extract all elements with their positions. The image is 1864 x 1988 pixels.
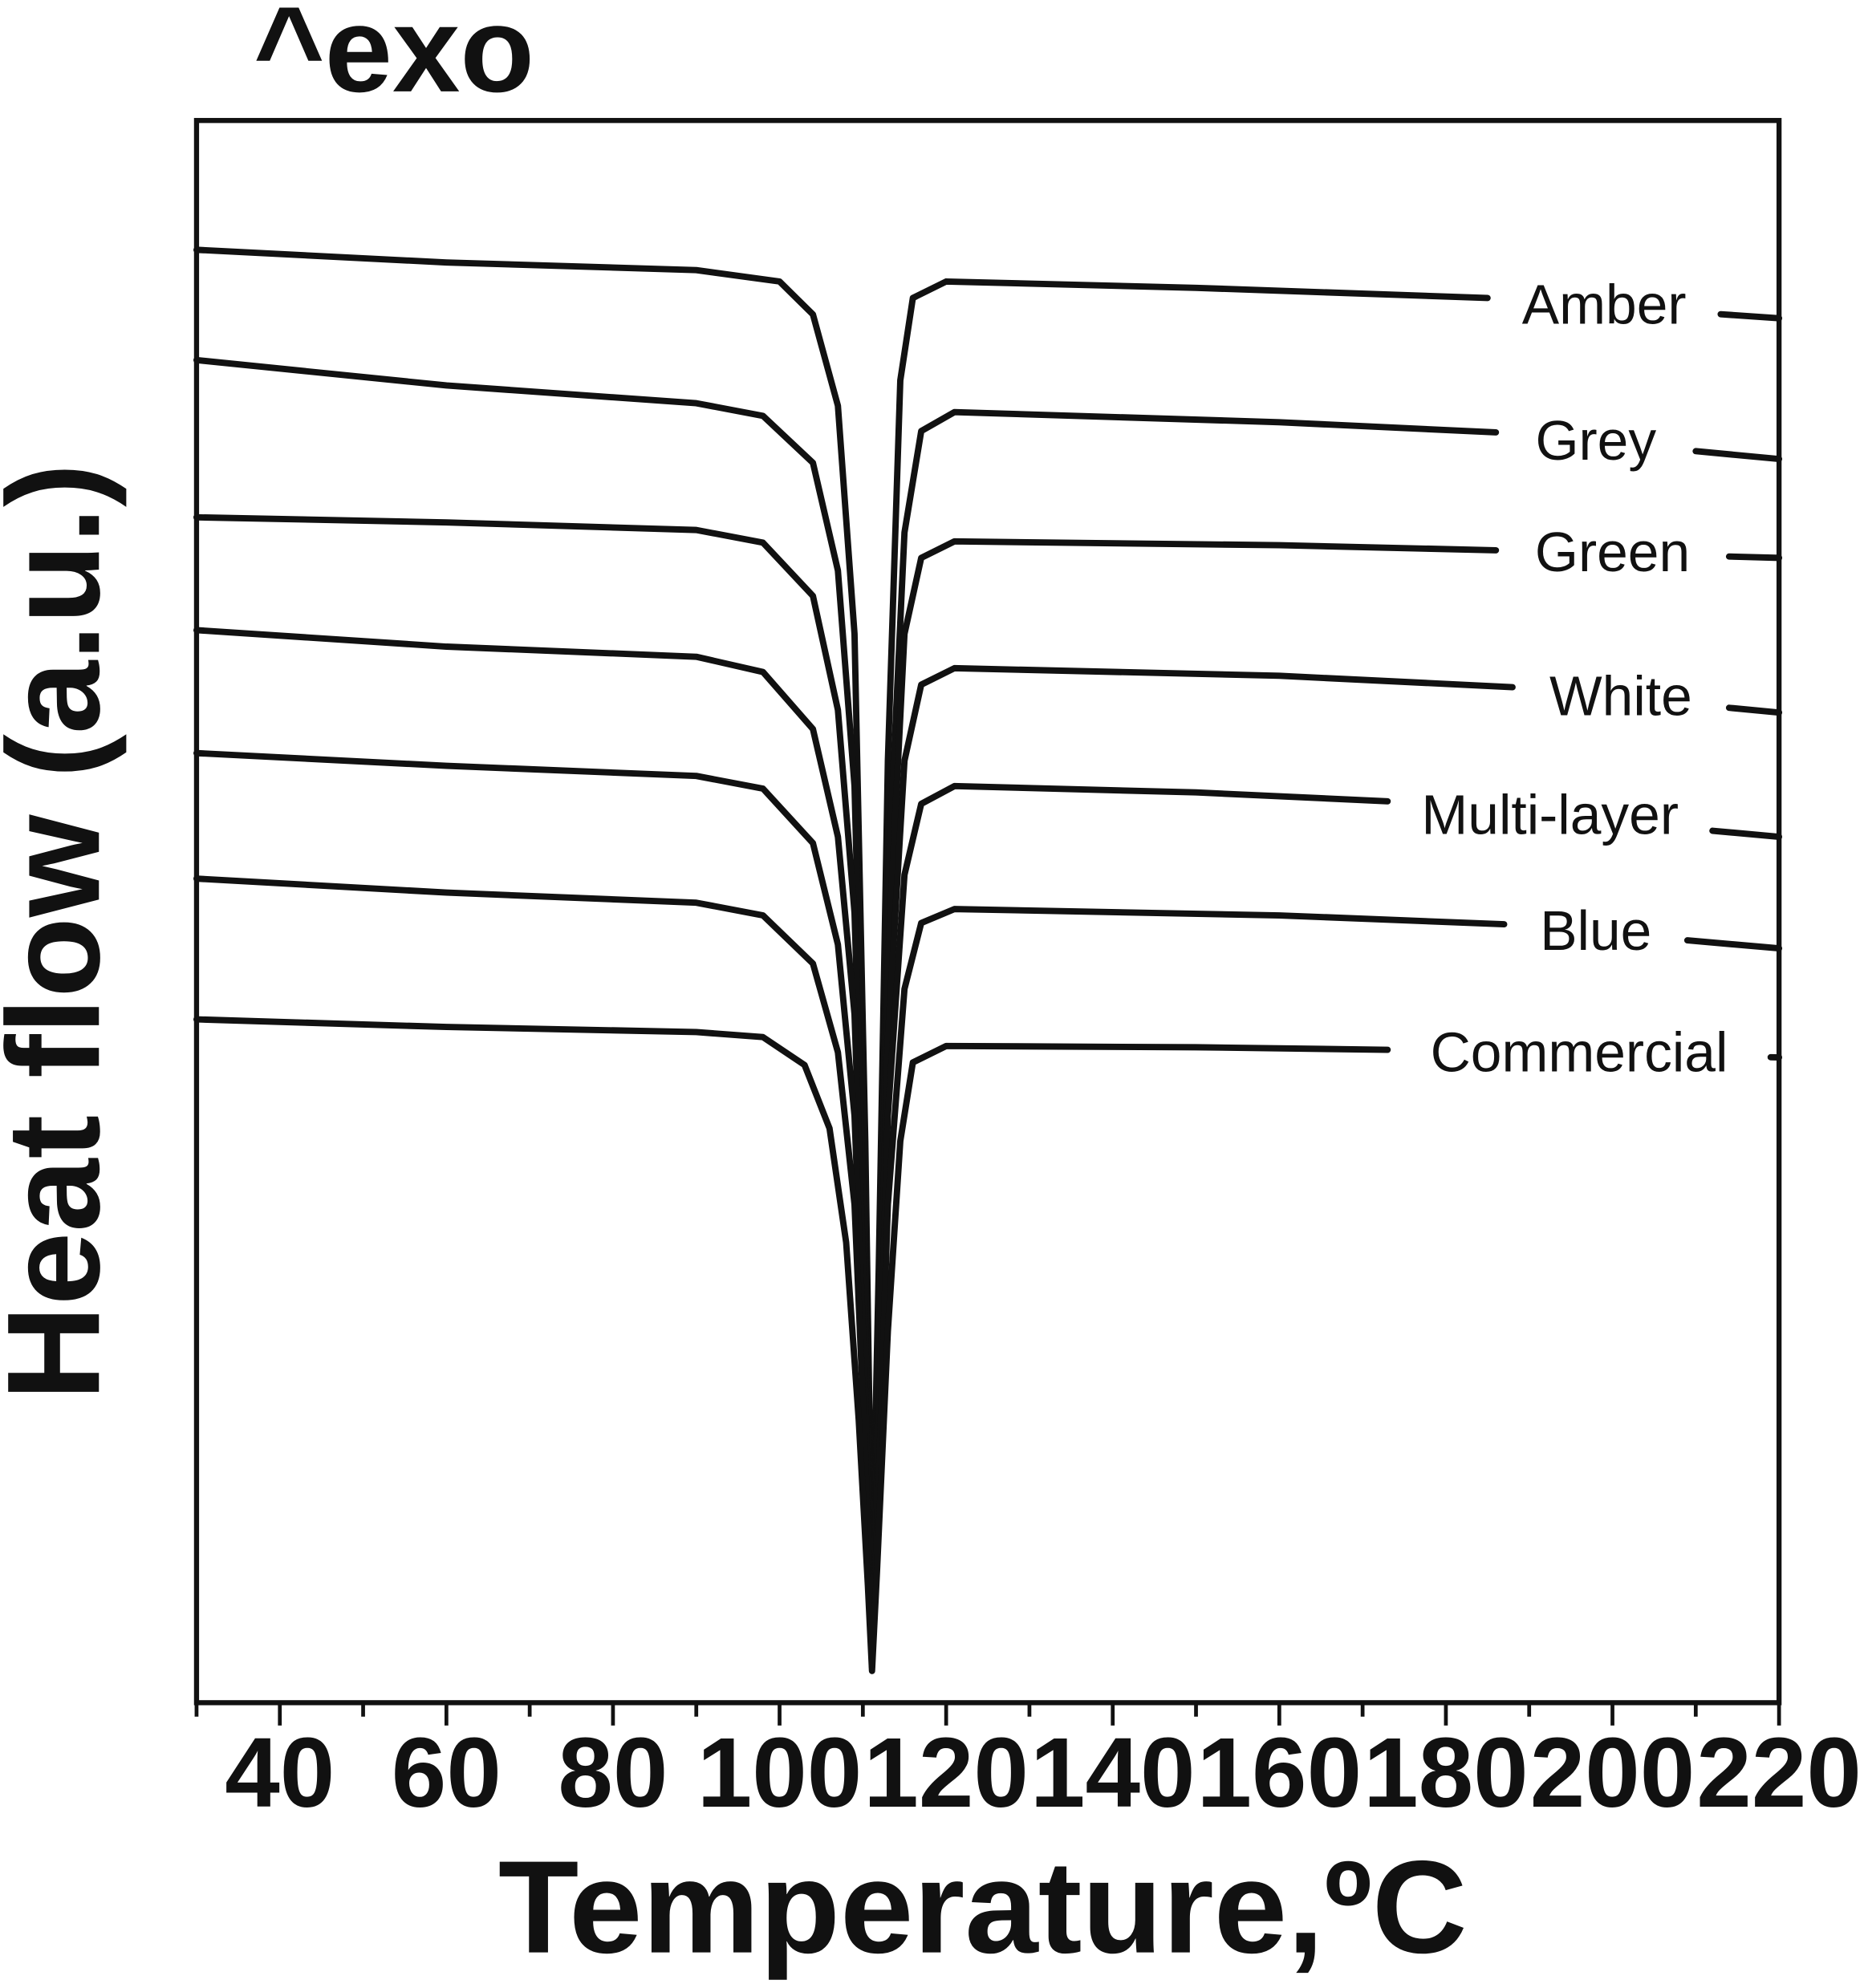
plot-frame (193, 118, 1782, 1706)
exo-indicator: ^exo (254, 0, 534, 118)
series-line-amber-tail (1717, 310, 1783, 322)
x-axis-title: Temperature,ºC (498, 1833, 1468, 1981)
x-tick-label: 160 (1197, 1718, 1362, 1828)
x-tick-label: 80 (558, 1718, 668, 1828)
series-label: Amber (1522, 274, 1687, 336)
series-label: White (1549, 665, 1692, 728)
x-tick-label: 140 (1030, 1718, 1196, 1828)
series-line-blue-tail (1683, 937, 1783, 952)
series-label: Commercial (1431, 1020, 1728, 1083)
series-line-grey-tail (1692, 448, 1783, 463)
x-axis-ticks: 40 60 80 100 120 140 160 180 200 220 (194, 1702, 1862, 1828)
y-axis-title: Heat flow (a.u.) (0, 463, 127, 1401)
series-group: Amber Grey Green White Multi-layer Blue Commer… (193, 246, 1783, 1674)
series-line-multi-layer-tail (1709, 827, 1783, 840)
x-tick-label: 200 (1530, 1718, 1695, 1828)
x-tick-label: 220 (1696, 1718, 1862, 1828)
series-label: Grey (1535, 409, 1656, 472)
series-line-commercial (193, 1016, 1391, 1674)
x-tick-label: 180 (1363, 1718, 1529, 1828)
series-line-white-tail (1725, 704, 1783, 716)
series-label: Multi-layer (1421, 783, 1679, 846)
x-tick-label: 40 (225, 1718, 335, 1828)
series-line-green-tail (1725, 553, 1783, 562)
x-tick-label: 60 (392, 1718, 502, 1828)
x-tick-label: 120 (863, 1718, 1029, 1828)
series-label: Green (1535, 521, 1690, 583)
x-tick-label: 100 (697, 1718, 863, 1828)
series-label: Blue (1540, 899, 1651, 962)
